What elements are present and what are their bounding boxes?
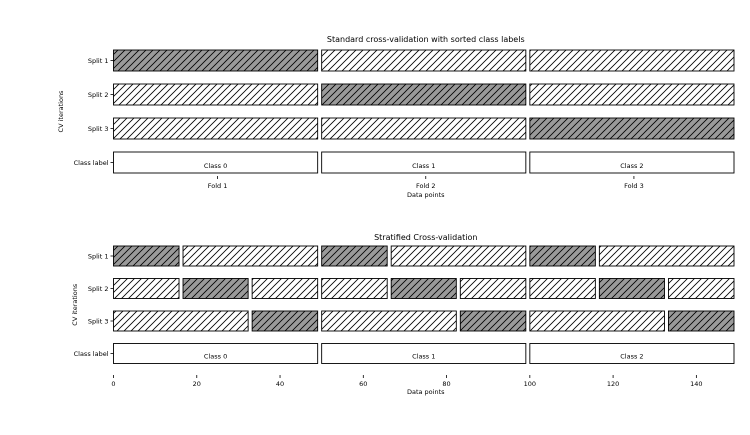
fold-hatch: [321, 278, 388, 299]
class-label-text: Class 0: [204, 353, 227, 361]
class-label-text: Class 1: [412, 353, 435, 361]
x-tick-label: 100: [524, 380, 536, 388]
stratified-cv-panel: Stratified Cross-validation Split 1 Split …: [71, 233, 735, 396]
x-tick-label: 40: [276, 380, 284, 388]
fold-hatch: [529, 50, 734, 71]
y-tick-label: Split 1: [88, 253, 109, 261]
x-tick-label: 120: [607, 380, 619, 388]
x-tick-label: 60: [359, 380, 367, 388]
fold-hatch: [113, 278, 180, 299]
class-label-text: Class 2: [620, 162, 643, 170]
fold-hatch: [321, 311, 457, 331]
y-axis-label: CV iterations: [57, 90, 65, 133]
fold-hatch: [113, 246, 180, 266]
x-tick-label: 20: [193, 380, 201, 388]
fold-hatch: [668, 311, 734, 331]
fold-hatch: [183, 278, 249, 299]
fold-hatch: [460, 278, 526, 299]
x-axis-label: Data points: [407, 388, 445, 396]
class-label-bar: [529, 343, 735, 364]
fold-hatch: [668, 278, 734, 299]
fold-hatch: [252, 278, 318, 299]
standard-cv-panel: Standard cross-validation with sorted cl…: [57, 35, 735, 199]
y-tick-label: Class label: [74, 159, 109, 167]
x-tick-label: Fold 1: [208, 182, 228, 190]
fold-hatch: [113, 50, 318, 71]
fold-hatch: [599, 278, 665, 299]
y-axis-label: CV iterations: [71, 283, 79, 326]
chart-title: Standard cross-validation with sorted cl…: [327, 35, 525, 44]
fold-hatch: [460, 311, 526, 331]
fold-hatch: [113, 118, 318, 139]
fold-hatch: [252, 311, 318, 331]
class-label-text: Class 2: [620, 353, 643, 361]
chart-title: Stratified Cross-validation: [374, 233, 477, 242]
class-label-bar: [321, 151, 527, 174]
y-tick-label: Class label: [74, 350, 109, 358]
fold-hatch: [183, 246, 318, 266]
fold-hatch: [529, 118, 734, 139]
fold-hatch: [113, 84, 318, 105]
y-tick-label: Split 2: [88, 91, 109, 99]
y-tick-label: Split 1: [88, 57, 109, 65]
fold-hatch: [321, 246, 388, 266]
y-tick-label: Split 2: [88, 285, 109, 293]
x-tick-label: 0: [111, 380, 115, 388]
fold-hatch: [321, 118, 526, 139]
class-label-bar: [321, 343, 527, 364]
class-label-text: Class 0: [204, 162, 227, 170]
x-tick-label: Fold 2: [416, 182, 436, 190]
fold-hatch: [391, 278, 457, 299]
fold-hatch: [321, 84, 526, 105]
x-tick-label: Fold 3: [624, 182, 644, 190]
fold-hatch: [599, 246, 734, 266]
fold-hatch: [529, 311, 665, 331]
class-label-text: Class 1: [412, 162, 435, 170]
fold-hatch: [391, 246, 526, 266]
class-label-bar: [529, 151, 735, 174]
y-tick-label: Split 3: [88, 318, 109, 326]
fold-hatch: [529, 278, 596, 299]
y-tick-label: Split 3: [88, 125, 109, 133]
fold-hatch: [529, 246, 596, 266]
x-tick-label: 80: [442, 380, 450, 388]
x-axis-label: Data points: [407, 191, 445, 199]
fold-hatch: [321, 50, 526, 71]
x-tick-label: 140: [690, 380, 702, 388]
fold-hatch: [113, 311, 249, 331]
fold-hatch: [529, 84, 734, 105]
